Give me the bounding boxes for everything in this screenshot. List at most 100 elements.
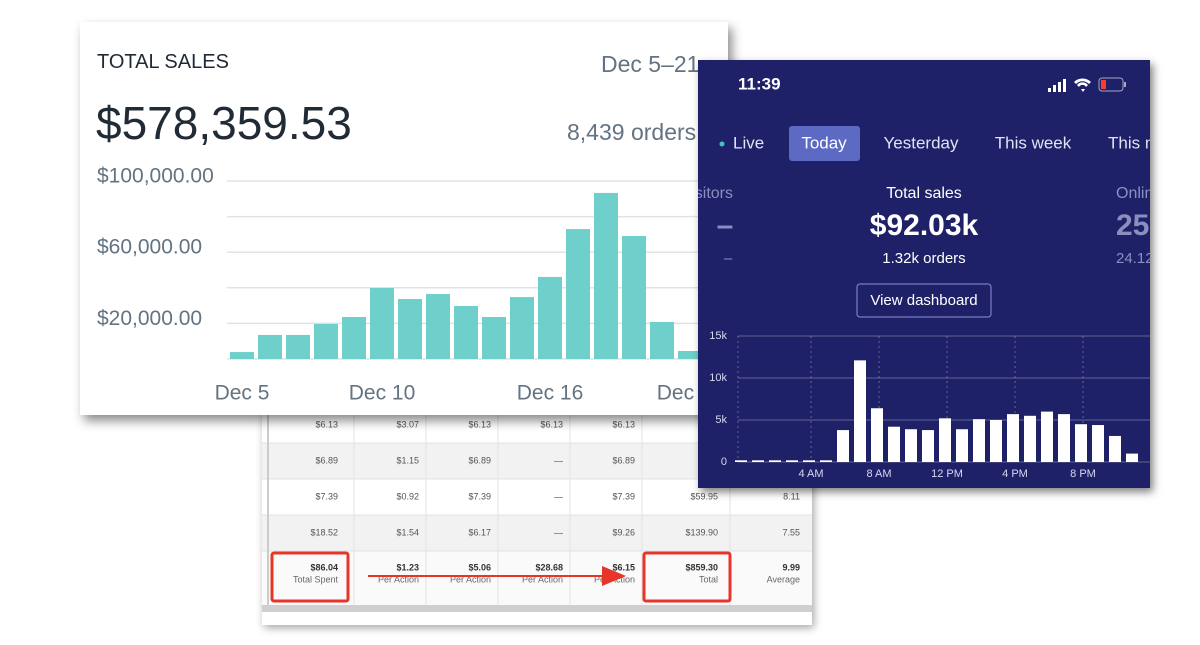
bar bbox=[1075, 424, 1087, 462]
x-tick-label: Dec 10 bbox=[349, 382, 416, 405]
bar bbox=[538, 276, 562, 359]
bottom-bar bbox=[262, 605, 812, 612]
stat-sub: – bbox=[724, 250, 733, 267]
live-dot bbox=[719, 141, 725, 147]
bar bbox=[905, 429, 917, 462]
summary-label: Per Action bbox=[450, 574, 491, 584]
bar bbox=[622, 236, 646, 359]
bar bbox=[956, 429, 968, 462]
bar bbox=[314, 323, 338, 359]
summary-value: $5.06 bbox=[468, 562, 491, 572]
bar bbox=[566, 229, 590, 359]
stat-sub: 1.32k orders bbox=[882, 250, 965, 267]
tab[interactable]: Live bbox=[733, 133, 764, 152]
y-tick-label: 15k bbox=[709, 330, 727, 342]
bar bbox=[854, 360, 866, 462]
cell: $6.13 bbox=[612, 419, 635, 429]
bar bbox=[594, 192, 618, 359]
cell: 8.11 bbox=[783, 491, 800, 501]
cell: $18.52 bbox=[310, 527, 338, 537]
bar bbox=[837, 430, 849, 462]
bar bbox=[230, 352, 254, 359]
bar bbox=[1024, 415, 1036, 462]
status-icons bbox=[1048, 77, 1126, 92]
bar bbox=[803, 460, 815, 462]
cell: — bbox=[554, 455, 563, 465]
stat-value: – bbox=[717, 209, 734, 242]
cell: $139.90 bbox=[685, 527, 718, 537]
summary-value: $86.04 bbox=[310, 562, 338, 572]
bar bbox=[370, 287, 394, 359]
cell: — bbox=[554, 491, 563, 501]
summary-value: 9.99 bbox=[782, 562, 800, 572]
bar bbox=[678, 350, 702, 359]
sales-chart: $20,000.00 $60,000.00 $100,000.00 Dec 5 Dec … bbox=[97, 165, 728, 405]
bar bbox=[286, 334, 310, 359]
button-outline[interactable] bbox=[856, 283, 992, 318]
summary-label: Total bbox=[699, 574, 718, 584]
x-tick-label: 4 AM bbox=[798, 468, 823, 480]
y-tick-label: $60,000.00 bbox=[97, 236, 202, 259]
card-title: TOTAL SALES bbox=[97, 51, 229, 73]
summary-label: Average bbox=[767, 574, 800, 584]
bar bbox=[1007, 414, 1019, 462]
bar bbox=[752, 460, 764, 462]
sales-card: TOTAL SALES Dec 5–21 $578,359.53 8,439 o… bbox=[80, 22, 728, 415]
summary-value: $6.15 bbox=[612, 562, 635, 572]
bar bbox=[786, 460, 798, 462]
cell: $1.15 bbox=[396, 455, 419, 465]
cell: $7.39 bbox=[468, 491, 491, 501]
cell: $6.17 bbox=[468, 527, 491, 537]
stat-sub: 24.12 bbox=[1116, 250, 1150, 267]
summary-value: $859.30 bbox=[685, 562, 718, 572]
cell: $6.13 bbox=[540, 419, 563, 429]
x-tick-label: 8 AM bbox=[866, 468, 891, 480]
x-tick-label: Dec 5 bbox=[215, 382, 270, 405]
total-sales: $578,359.53 bbox=[96, 97, 352, 149]
button-label[interactable]: View dashboard bbox=[870, 292, 977, 309]
phone-screen: 11:39 Live Today Yesterday This week This m si… bbox=[698, 60, 1150, 488]
y-tick-label: $100,000.00 bbox=[97, 165, 214, 188]
stat-label: Total sales bbox=[886, 185, 962, 202]
cell: $6.89 bbox=[612, 455, 635, 465]
cell: $0.92 bbox=[396, 491, 419, 501]
cell: $6.13 bbox=[315, 419, 338, 429]
bar bbox=[510, 297, 534, 359]
tab[interactable]: This m bbox=[1108, 133, 1150, 152]
bar bbox=[888, 426, 900, 462]
x-tick-label: 12 PM bbox=[931, 468, 963, 480]
bar bbox=[990, 420, 1002, 462]
summary-value: $28.68 bbox=[535, 562, 563, 572]
bar bbox=[398, 299, 422, 359]
bar bbox=[650, 321, 674, 359]
cell: $7.39 bbox=[315, 491, 338, 501]
summary-label: Per Action bbox=[594, 574, 635, 584]
bar bbox=[973, 419, 985, 462]
bar bbox=[820, 460, 832, 462]
cell: $3.07 bbox=[396, 419, 419, 429]
stat-value: 25 bbox=[1116, 209, 1149, 242]
bar bbox=[482, 316, 506, 359]
tab[interactable]: Today bbox=[801, 133, 847, 152]
summary-label: Total Spent bbox=[293, 574, 339, 584]
status-time: 11:39 bbox=[738, 74, 781, 93]
bar bbox=[454, 305, 478, 359]
tab[interactable]: This week bbox=[995, 133, 1072, 152]
bar bbox=[1109, 435, 1121, 462]
summary-label: Per Action bbox=[378, 574, 419, 584]
x-tick-label: 4 PM bbox=[1002, 468, 1028, 480]
cell: $6.13 bbox=[468, 419, 491, 429]
cell: $6.89 bbox=[315, 455, 338, 465]
bar bbox=[1092, 425, 1104, 462]
x-tick-label: Dec 16 bbox=[517, 382, 584, 405]
summary-label: Per Action bbox=[522, 574, 563, 584]
date-range: Dec 5–21 bbox=[601, 51, 700, 77]
bar bbox=[1041, 411, 1053, 462]
bar bbox=[426, 294, 450, 359]
tab[interactable]: Yesterday bbox=[884, 133, 959, 152]
cell: $59.95 bbox=[690, 491, 718, 501]
cell: $7.39 bbox=[612, 491, 635, 501]
bar bbox=[769, 460, 781, 462]
bar bbox=[1058, 414, 1070, 462]
